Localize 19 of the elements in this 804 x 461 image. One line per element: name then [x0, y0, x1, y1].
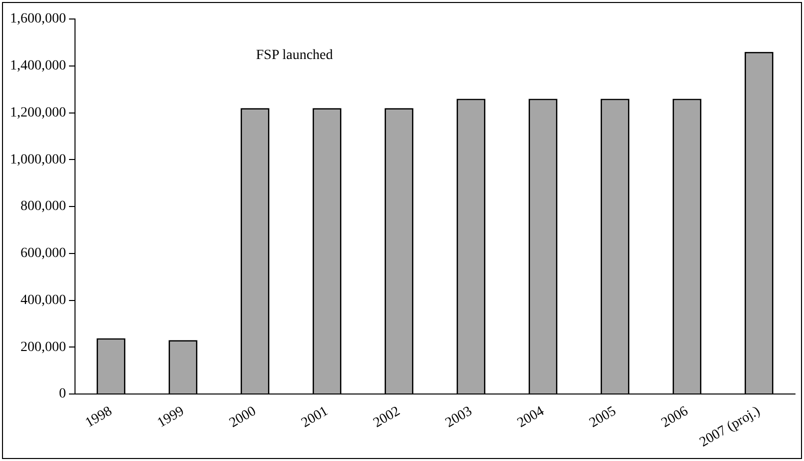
- annotation: FSP launched: [256, 48, 333, 64]
- x-tick-label: 2002: [371, 404, 403, 431]
- y-tick-label: 600,000: [20, 246, 66, 262]
- y-tick-label: 0: [59, 386, 66, 402]
- y-tick-label: 1,000,000: [10, 152, 66, 168]
- x-tick-label: 1998: [83, 404, 115, 431]
- x-tick-label: 1999: [155, 404, 187, 431]
- y-tick-label: 1,600,000: [10, 12, 66, 27]
- y-tick-label: 1,400,000: [10, 58, 66, 74]
- x-tick-label: 2004: [515, 404, 547, 431]
- y-tick-label: 400,000: [20, 292, 66, 308]
- x-tick-label: 2003: [443, 404, 475, 431]
- x-tick-label: 2005: [587, 404, 619, 431]
- x-tick-label: 2006: [659, 404, 691, 431]
- y-tick-label: 200,000: [20, 340, 66, 355]
- y-tick-label: 1,200,000: [10, 105, 66, 120]
- x-tick-label: 2001: [299, 404, 331, 431]
- x-tick-label: 2000: [227, 404, 259, 431]
- y-tick-label: 800,000: [20, 199, 66, 214]
